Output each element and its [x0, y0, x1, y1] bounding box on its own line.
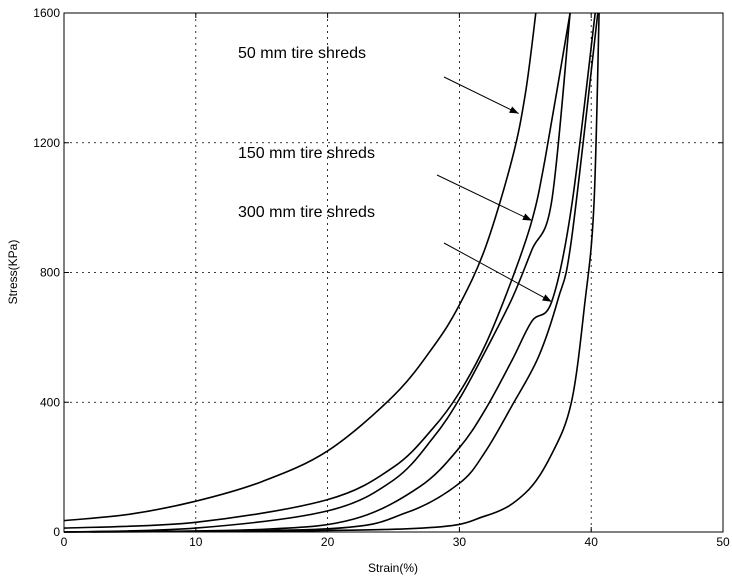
y-axis-label: Stress(KPa) [6, 240, 20, 305]
annotation-label: 150 mm tire shreds [238, 145, 375, 162]
y-tick-label: 400 [40, 395, 60, 409]
x-tick-label: 0 [61, 535, 68, 549]
annotation-arrowhead [522, 213, 532, 221]
x-tick-label: 50 [716, 535, 730, 549]
annotation-arrowhead [509, 106, 519, 114]
curves [63, 12, 600, 533]
annotation-label: 50 mm tire shreds [238, 45, 366, 62]
series-line-4 [63, 12, 596, 533]
x-tick-label: 10 [189, 535, 203, 549]
series-line-3 [63, 12, 571, 533]
series-line-5 [63, 12, 599, 533]
annotation-arrow [436, 174, 533, 222]
x-tick-label: 20 [321, 535, 335, 549]
y-tick-label: 1600 [33, 6, 60, 20]
annotation-arrow [443, 242, 552, 303]
y-tick-label: 1200 [33, 136, 60, 150]
series-line-6 [90, 12, 600, 533]
x-axis-label: Strain(%) [368, 561, 418, 575]
x-tick-label: 40 [585, 535, 599, 549]
series-line-2 [63, 12, 571, 529]
annotations: 50 mm tire shreds 150 mm tire shreds 300 m… [238, 45, 552, 303]
annotation-arrowhead [542, 294, 552, 302]
tick-labels: 0 10 20 30 40 50 0 400 800 1200 1600 [33, 6, 730, 549]
series-line-1 [63, 12, 537, 522]
grid-lines [64, 13, 723, 532]
y-tick-label: 0 [53, 525, 60, 539]
y-tick-label: 800 [40, 266, 60, 280]
annotation-arrow [443, 76, 519, 115]
annotation-label: 300 mm tire shreds [238, 204, 375, 221]
x-tick-label: 30 [453, 535, 467, 549]
plot-frame [63, 12, 724, 533]
